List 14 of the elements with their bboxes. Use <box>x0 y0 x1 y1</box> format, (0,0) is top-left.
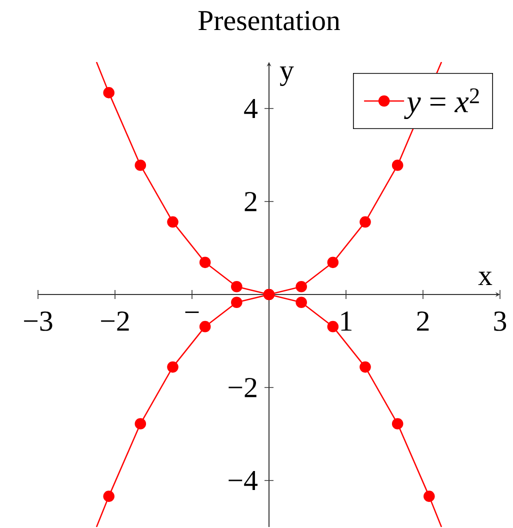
y-tick-label: −4 <box>228 470 258 490</box>
x-axis-title: x <box>478 272 492 285</box>
chart-title: Presentation <box>198 10 340 30</box>
x-tick-label: 1 <box>341 312 352 331</box>
x-tick-label: − <box>185 312 199 313</box>
x-tick-label: −2 <box>101 312 129 331</box>
y-tick-label: 2 <box>244 192 256 212</box>
legend-label: y = x$^{2}$ <box>404 88 479 120</box>
y-tick-label: −2 <box>228 378 256 398</box>
y-axis-title: y <box>280 66 294 86</box>
y-tick-label: 4 <box>244 98 258 118</box>
x-tick-label: 2 <box>417 312 429 331</box>
x-tick-label: −3 <box>24 312 52 331</box>
x-tick-label: 3 <box>494 312 506 331</box>
